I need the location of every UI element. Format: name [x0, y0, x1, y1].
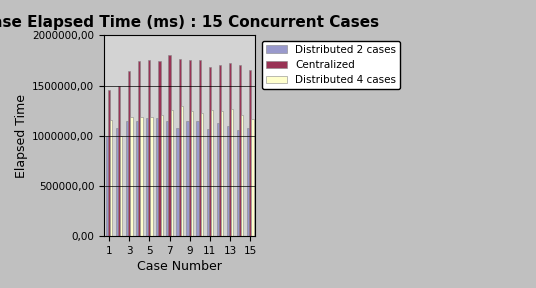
Bar: [201, 113, 203, 236]
Bar: [211, 110, 213, 236]
Bar: [241, 115, 243, 236]
Legend: Distributed 2 cases, Centralized, Distributed 4 cases: Distributed 2 cases, Centralized, Distri…: [262, 41, 400, 89]
Bar: [251, 119, 254, 236]
Bar: [161, 115, 163, 236]
Bar: [158, 61, 161, 236]
Bar: [197, 121, 199, 236]
Bar: [229, 63, 231, 236]
Bar: [128, 71, 130, 236]
Bar: [126, 121, 128, 236]
Bar: [136, 121, 138, 236]
Title: Case Elapsed Time (ms) : 15 Concurrent Cases: Case Elapsed Time (ms) : 15 Concurrent C…: [0, 15, 378, 30]
Bar: [166, 121, 168, 236]
Bar: [221, 111, 224, 236]
Bar: [217, 123, 219, 236]
Bar: [239, 65, 241, 236]
Bar: [110, 120, 113, 236]
X-axis label: Case Number: Case Number: [137, 260, 222, 273]
Bar: [138, 61, 140, 236]
Bar: [199, 60, 201, 236]
Bar: [148, 60, 151, 236]
Bar: [219, 65, 221, 236]
Y-axis label: Elapsed Time: Elapsed Time: [15, 94, 28, 178]
Bar: [116, 128, 118, 236]
Bar: [151, 117, 153, 236]
Bar: [178, 59, 181, 236]
Bar: [206, 129, 209, 236]
Bar: [118, 86, 120, 236]
Bar: [130, 117, 132, 236]
Bar: [187, 121, 189, 236]
Bar: [247, 128, 249, 236]
Bar: [146, 118, 148, 236]
Bar: [227, 126, 229, 236]
Bar: [140, 117, 143, 236]
Bar: [237, 130, 239, 236]
Bar: [176, 128, 178, 236]
Bar: [170, 110, 173, 236]
Bar: [120, 136, 122, 236]
Bar: [156, 118, 158, 236]
Bar: [191, 111, 193, 236]
Bar: [168, 55, 170, 236]
Bar: [106, 136, 108, 236]
Bar: [181, 106, 183, 236]
Bar: [108, 90, 110, 236]
Bar: [209, 67, 211, 236]
Bar: [249, 71, 251, 236]
Bar: [189, 60, 191, 236]
Bar: [231, 109, 233, 236]
